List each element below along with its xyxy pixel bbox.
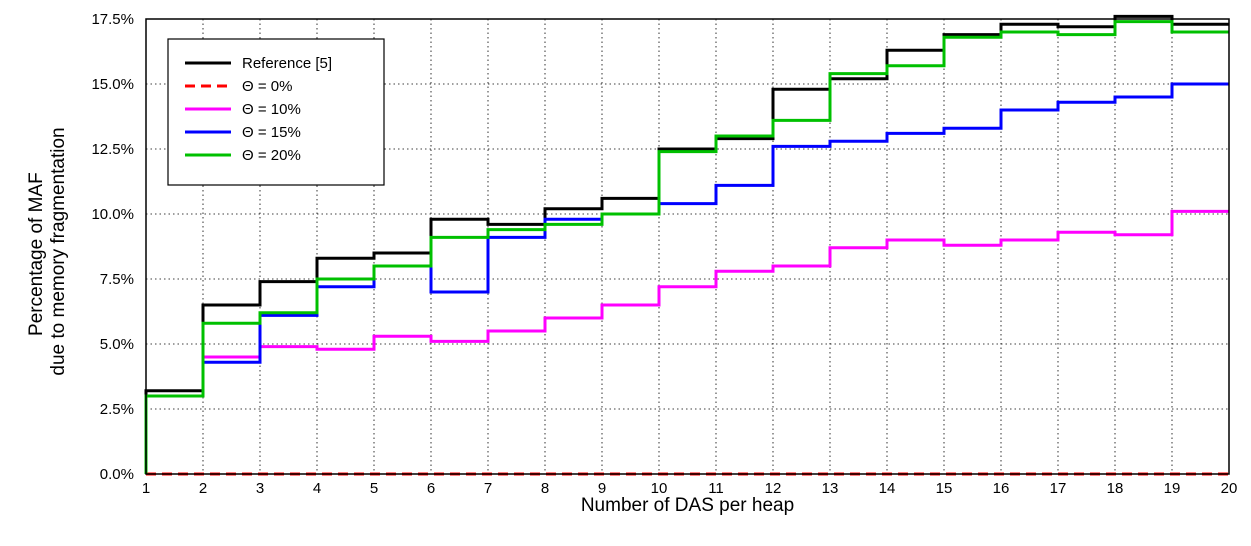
x-tick-label: 12 [765, 480, 782, 497]
x-tick-label: 13 [822, 480, 839, 497]
x-tick-label: 10 [651, 480, 668, 497]
y-axis-title-line-1: Percentage of MAF [26, 172, 47, 336]
y-tick-label: 12.5% [91, 141, 134, 158]
x-tick-label: 4 [313, 480, 321, 497]
legend: Reference [5] Θ = 0% Θ = 10% Θ = 15% Θ = 20% [167, 38, 385, 186]
y-tick-label: 15.0% [91, 76, 134, 93]
legend-label: Θ = 0% [242, 78, 292, 95]
x-tick-label: 8 [541, 480, 549, 497]
legend-label: Θ = 10% [242, 101, 301, 118]
x-tick-label: 1 [142, 480, 150, 497]
x-tick-label: 18 [1107, 480, 1124, 497]
x-tick-label: 3 [256, 480, 264, 497]
y-tick-label: 0.0% [100, 466, 134, 483]
x-tick-label: 14 [879, 480, 896, 497]
y-tick-label: 7.5% [100, 271, 134, 288]
y-tick-label: 10.0% [91, 206, 134, 223]
x-tick-label: 15 [936, 480, 953, 497]
y-tick-labels: 0.0% 2.5% 5.0% 7.5% 10.0% 12.5% 15.0% 17.5% [91, 11, 134, 483]
x-tick-labels: 1 2 3 4 5 6 7 8 9 10 11 12 13 14 15 16 17 18 19 20 [142, 480, 1238, 497]
x-tick-label: 2 [199, 480, 207, 497]
legend-label: Θ = 20% [242, 147, 301, 164]
x-tick-label: 6 [427, 480, 435, 497]
x-tick-label: 19 [1164, 480, 1181, 497]
series-line-2 [144, 209, 1229, 474]
x-tick-label: 17 [1050, 480, 1067, 497]
x-tick-label: 16 [993, 480, 1010, 497]
y-axis-title: Percentage of MAF due to memory fragment… [26, 127, 69, 375]
series-line-4 [144, 20, 1229, 474]
x-tick-label: 5 [370, 480, 378, 497]
y-tick-label: 5.0% [100, 336, 134, 353]
plot-frame [145, 18, 1230, 475]
x-tick-label: 20 [1221, 480, 1238, 497]
y-tick-label: 17.5% [91, 11, 134, 28]
y-axis-title-line-2: due to memory fragmentation [48, 127, 69, 375]
y-tick-label: 2.5% [100, 401, 134, 418]
x-tick-label: 11 [708, 480, 724, 497]
legend-label: Reference [5] [242, 55, 332, 72]
x-axis-title: Number of DAS per heap [581, 495, 794, 516]
series-line-0 [144, 14, 1229, 474]
x-tick-label: 7 [484, 480, 492, 497]
legend-label: Θ = 15% [242, 124, 301, 141]
x-tick-label: 9 [598, 480, 606, 497]
